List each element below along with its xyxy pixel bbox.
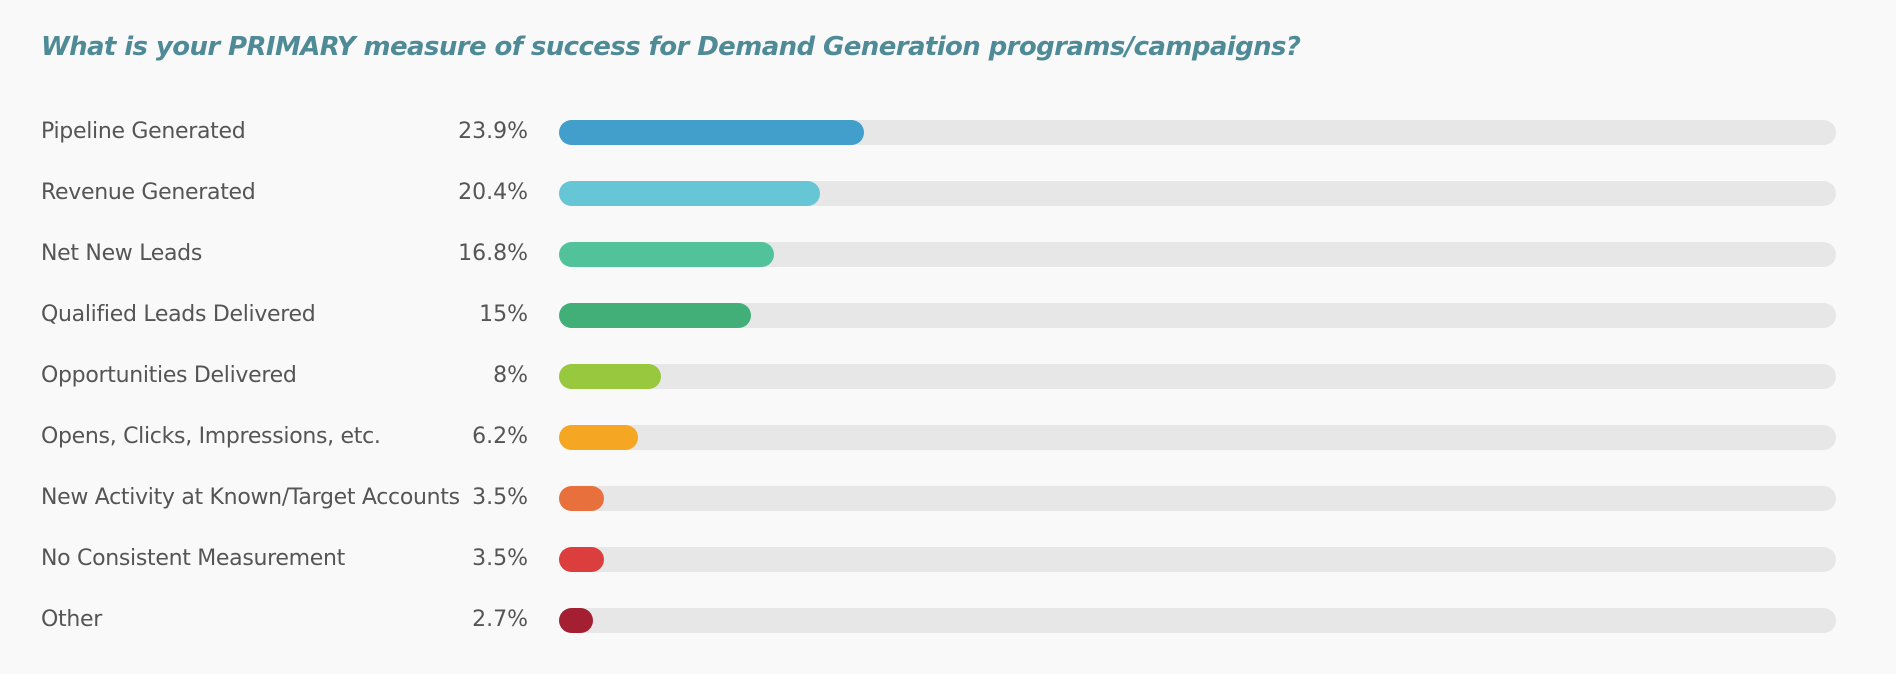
category-label: Pipeline Generated: [41, 119, 246, 144]
value-label: 3.5%: [472, 546, 528, 571]
bar: [559, 120, 864, 145]
value-label: 15%: [479, 302, 528, 327]
category-label: Qualified Leads Delivered: [41, 302, 316, 327]
bar-track: [559, 181, 1836, 206]
value-label: 3.5%: [472, 485, 528, 510]
value-label: 8%: [493, 363, 528, 388]
bar-row: Opportunities Delivered 8%: [0, 356, 1896, 396]
bar-row: Revenue Generated 20.4%: [0, 173, 1896, 213]
bar-track: [559, 242, 1836, 267]
bar-track: [559, 364, 1836, 389]
bar-track: [559, 547, 1836, 572]
chart-title: What is your PRIMARY measure of success …: [41, 32, 1301, 62]
bar-row: No Consistent Measurement 3.5%: [0, 539, 1896, 579]
value-label: 23.9%: [458, 119, 528, 144]
category-label: Net New Leads: [41, 241, 203, 266]
bar-row: Pipeline Generated 23.9%: [0, 112, 1896, 152]
bar: [559, 608, 593, 633]
bar-row: New Activity at Known/Target Accounts 3.5…: [0, 478, 1896, 518]
bar: [559, 364, 661, 389]
category-label: Other: [41, 607, 102, 632]
category-label: Revenue Generated: [41, 180, 256, 205]
category-label: Opportunities Delivered: [41, 363, 297, 388]
bar: [559, 425, 638, 450]
bar-row: Other 2.7%: [0, 600, 1896, 640]
bar-track: [559, 120, 1836, 145]
bar-row: Net New Leads 16.8%: [0, 234, 1896, 274]
bar: [559, 242, 774, 267]
value-label: 16.8%: [458, 241, 528, 266]
value-label: 20.4%: [458, 180, 528, 205]
bar: [559, 303, 751, 328]
bar-track: [559, 425, 1836, 450]
bar: [559, 181, 820, 206]
bar-track: [559, 303, 1836, 328]
value-label: 2.7%: [472, 607, 528, 632]
category-label: New Activity at Known/Target Accounts: [41, 485, 460, 510]
bar: [559, 486, 604, 511]
bar: [559, 547, 604, 572]
bar-row: Qualified Leads Delivered 15%: [0, 295, 1896, 335]
bar-track: [559, 486, 1836, 511]
bar-track: [559, 608, 1836, 633]
value-label: 6.2%: [472, 424, 528, 449]
bar-row: Opens, Clicks, Impressions, etc. 6.2%: [0, 417, 1896, 457]
category-label: No Consistent Measurement: [41, 546, 345, 571]
category-label: Opens, Clicks, Impressions, etc.: [41, 424, 381, 449]
